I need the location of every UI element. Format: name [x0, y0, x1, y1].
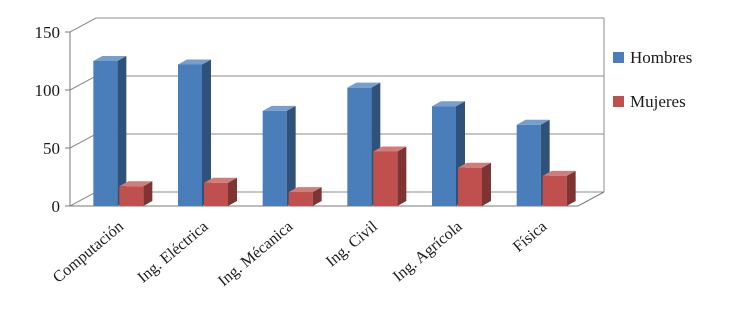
y-tick-labels: 0 50 100 150	[35, 23, 61, 216]
bar-mujeres-0	[119, 181, 153, 206]
axes	[65, 31, 605, 207]
category-label: Física	[510, 218, 550, 256]
gridline-100	[69, 75, 604, 91]
legend-item-hombres: Hombres	[613, 48, 692, 67]
bar-hombres-2	[262, 105, 296, 206]
legend-swatch	[613, 52, 624, 63]
x-axis-floor	[70, 191, 605, 207]
category-label: Ing. Agrícola	[390, 218, 466, 285]
bar-hombres-3	[347, 82, 381, 206]
bar-mujeres-3	[373, 146, 407, 206]
bars	[93, 56, 576, 207]
legend: Hombres Mujeres	[613, 48, 692, 111]
bar-mujeres-4	[458, 162, 491, 206]
bar-mujeres-1	[204, 177, 237, 206]
category-label: Ing. Eléctrica	[135, 218, 212, 286]
category-label: Computación	[50, 218, 127, 286]
gridline-150	[69, 17, 604, 33]
bar-mujeres-2	[288, 187, 322, 206]
y-tick-label: 50	[43, 139, 60, 158]
legend-item-mujeres: Mujeres	[613, 92, 686, 111]
legend-label: Mujeres	[630, 92, 686, 111]
bar-hombres-0	[93, 56, 127, 206]
category-label: Ing. Mécanica	[215, 218, 296, 290]
legend-label: Hombres	[630, 48, 692, 67]
bar-mujeres-5	[542, 170, 576, 206]
category-label: Ing. Civil	[323, 218, 381, 271]
y-tick-label: 100	[35, 81, 61, 100]
legend-swatch	[613, 96, 624, 107]
bar-hombres-1	[178, 59, 211, 207]
y-tick-label: 150	[35, 23, 61, 42]
category-labels: Computación Ing. Eléctrica Ing. Mécanica In…	[50, 218, 550, 290]
y-tick-label: 0	[52, 197, 61, 216]
